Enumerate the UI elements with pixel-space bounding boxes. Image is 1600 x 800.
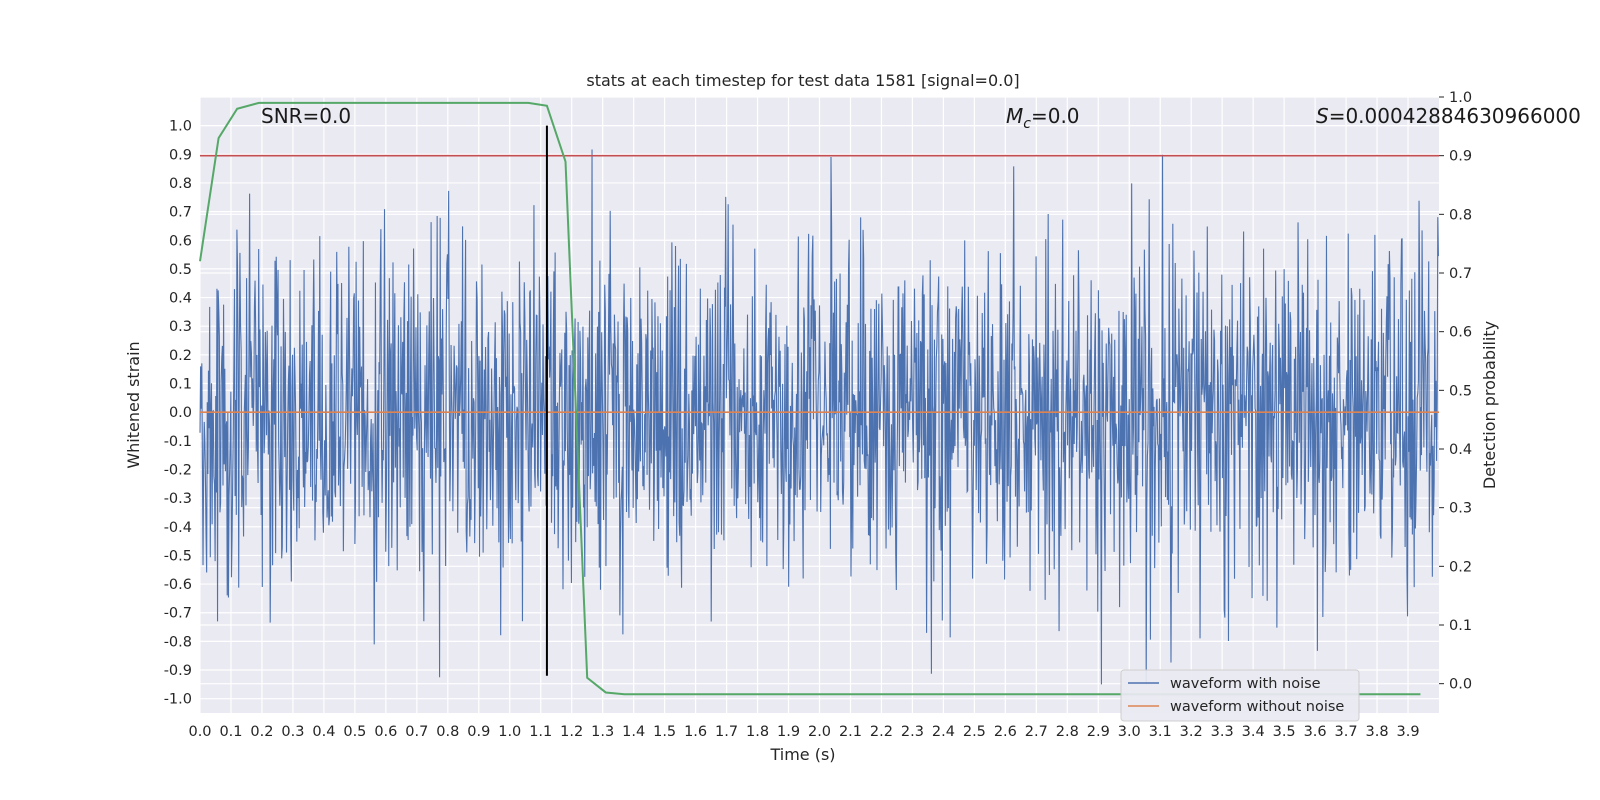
y-tick-label: -0.6	[164, 577, 192, 593]
y-tick-label: 1.0	[169, 119, 192, 135]
y-tick-label: 0.7	[169, 205, 192, 221]
x-tick-label: 3.4	[1242, 724, 1265, 740]
y-tick-label: 0.6	[169, 233, 192, 249]
y2-axis-label: Detection probability	[1480, 321, 1499, 489]
y-tick-label: 0.4	[169, 291, 192, 307]
y-tick-label: -1.0	[164, 692, 192, 708]
x-tick-label: 1.1	[529, 724, 552, 740]
x-tick-label: 2.7	[1025, 724, 1048, 740]
x-tick-label: 0.5	[343, 724, 366, 740]
x-tick-label: 3.2	[1180, 724, 1203, 740]
x-tick-label: 0.8	[436, 724, 459, 740]
x-axis-label: Time (s)	[769, 745, 835, 764]
y-tick-label: -0.4	[164, 520, 192, 536]
y2-tick-label: 0.4	[1449, 442, 1472, 458]
chart-title: stats at each timestep for test data 158…	[586, 71, 1019, 90]
x-tick-label: 2.0	[808, 724, 831, 740]
x-tick-label: 3.1	[1149, 724, 1172, 740]
x-tick-label: 1.6	[684, 724, 707, 740]
x-tick-label: 0.1	[219, 724, 242, 740]
x-tick-label: 3.0	[1118, 724, 1141, 740]
grid	[199, 96, 1439, 713]
legend-box	[1120, 669, 1360, 722]
x-tick-label: 3.6	[1304, 724, 1327, 740]
mc-value: =0.0	[1031, 104, 1080, 128]
y-tick-label: -0.2	[164, 462, 192, 478]
y-tick-label: 0.0	[169, 405, 192, 421]
x-tick-label: 3.9	[1396, 724, 1419, 740]
x-tick-label: 2.6	[994, 724, 1017, 740]
x-tick-label: 0.7	[405, 724, 428, 740]
x-tick-label: 1.0	[498, 724, 521, 740]
x-tick-label: 1.2	[560, 724, 583, 740]
y2-tick-label: 0.6	[1449, 325, 1472, 341]
y-axis-ticks: 1.0 0.9 0.8 0.7 0.6 0.5 0.4 0.3 0.2 0.1 0.0 -0.1 -0.…	[164, 119, 192, 708]
x-tick-label: 0.4	[312, 724, 335, 740]
mc-symbol: M	[1006, 104, 1023, 128]
series-detection-probability	[199, 101, 1421, 696]
x-tick-label: 3.8	[1366, 724, 1389, 740]
x-tick-label: 1.5	[653, 724, 676, 740]
x-tick-label: 1.7	[715, 724, 738, 740]
y-tick-label: -0.8	[164, 634, 192, 650]
legend-label-clean: waveform without noise	[1170, 699, 1344, 715]
y-tick-label: 0.9	[169, 147, 192, 163]
y-tick-label: -0.9	[164, 663, 192, 679]
x-tick-label: 2.9	[1087, 724, 1110, 740]
x-tick-label: 3.7	[1335, 724, 1358, 740]
legend: waveform with noise waveform without noi…	[1120, 669, 1360, 722]
y2-tick-label: 0.1	[1449, 618, 1472, 634]
x-tick-label: 0.9	[467, 724, 490, 740]
x-axis-ticks: 0.0 0.1 0.2 0.3 0.4 0.5 0.6 0.7 0.8 0.9 1.0 1.1 1.2 1…	[188, 724, 1419, 740]
legend-label-noise: waveform with noise	[1170, 676, 1321, 692]
y-axis-label: Whitened strain	[124, 341, 143, 468]
y2-tick-label: 0.9	[1449, 149, 1472, 165]
y2-tick-label: 0.3	[1449, 501, 1472, 517]
s-annotation: S=0.00042884630966000	[1316, 104, 1581, 128]
y2-tick-label: 0.0	[1449, 677, 1472, 693]
y2-tick-label: 0.8	[1449, 207, 1472, 223]
y2-tick-label: 0.2	[1449, 559, 1472, 575]
y-tick-label: -0.3	[164, 491, 192, 507]
y2-axis-ticks: 1.0 0.9 0.8 0.7 0.6 0.5 0.4 0.3 0.2 0.1 0.0	[1439, 90, 1472, 693]
y-tick-label: 0.5	[169, 262, 192, 278]
s-value: =0.00042884630966000	[1329, 104, 1581, 128]
y-tick-label: 0.3	[169, 319, 192, 335]
x-tick-label: 1.9	[777, 724, 800, 740]
x-tick-label: 1.8	[746, 724, 769, 740]
data-layer	[199, 101, 1439, 696]
x-tick-label: 2.4	[932, 724, 955, 740]
x-tick-label: 2.5	[963, 724, 986, 740]
y2-tick-label: 0.5	[1449, 383, 1472, 399]
x-tick-label: 2.8	[1056, 724, 1079, 740]
y2-tick-label: 0.7	[1449, 266, 1472, 282]
x-tick-label: 0.2	[250, 724, 273, 740]
y-tick-label: 0.1	[169, 377, 192, 393]
x-tick-label: 1.4	[622, 724, 645, 740]
y-tick-label: -0.1	[164, 434, 192, 450]
x-tick-label: 0.0	[188, 724, 211, 740]
x-tick-label: 2.3	[901, 724, 924, 740]
y-tick-label: -0.5	[164, 548, 192, 564]
y2-tick-label: 1.0	[1449, 90, 1472, 106]
s-symbol: S	[1316, 104, 1329, 128]
x-tick-label: 2.2	[870, 724, 893, 740]
y-tick-label: -0.7	[164, 606, 192, 622]
x-tick-label: 0.3	[281, 724, 304, 740]
y-tick-label: 0.2	[169, 348, 192, 364]
y-tick-label: 0.8	[169, 176, 192, 192]
series-waveform-with-noise	[199, 149, 1439, 685]
x-tick-label: 3.3	[1211, 724, 1234, 740]
x-tick-label: 3.5	[1273, 724, 1296, 740]
x-tick-label: 2.1	[839, 724, 862, 740]
snr-annotation: SNR=0.0	[261, 104, 351, 128]
mc-annotation: Mc=0.0	[1006, 104, 1080, 132]
mc-subscript: c	[1023, 116, 1031, 132]
x-tick-label: 1.3	[591, 724, 614, 740]
x-tick-label: 0.6	[374, 724, 397, 740]
